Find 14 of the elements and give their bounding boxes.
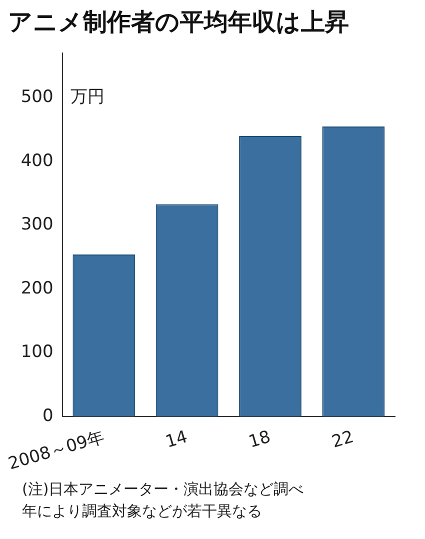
x-tick-label: 14 xyxy=(163,427,190,452)
y-tick-label: 300 xyxy=(20,214,54,235)
y-tick-label: 500 xyxy=(20,87,54,108)
y-axis-title: 万円 xyxy=(70,87,104,108)
x-tick-label: 22 xyxy=(330,427,356,452)
y-tick-label: 0 xyxy=(42,406,54,426)
x-tick-label: 18 xyxy=(246,427,273,452)
x-tick-label: 2008～09年 xyxy=(6,427,107,474)
text: 年により調査対象などが若干異なる xyxy=(22,501,263,522)
y-tick-label: 200 xyxy=(20,278,54,298)
y-tick-label: 100 xyxy=(20,342,54,362)
chart-title: アニメ制作者の平均年収は上昇 xyxy=(7,7,350,38)
y-tick-label: 400 xyxy=(20,150,54,171)
text: (注)日本アニメーター・演出協会など調べ xyxy=(22,479,305,500)
